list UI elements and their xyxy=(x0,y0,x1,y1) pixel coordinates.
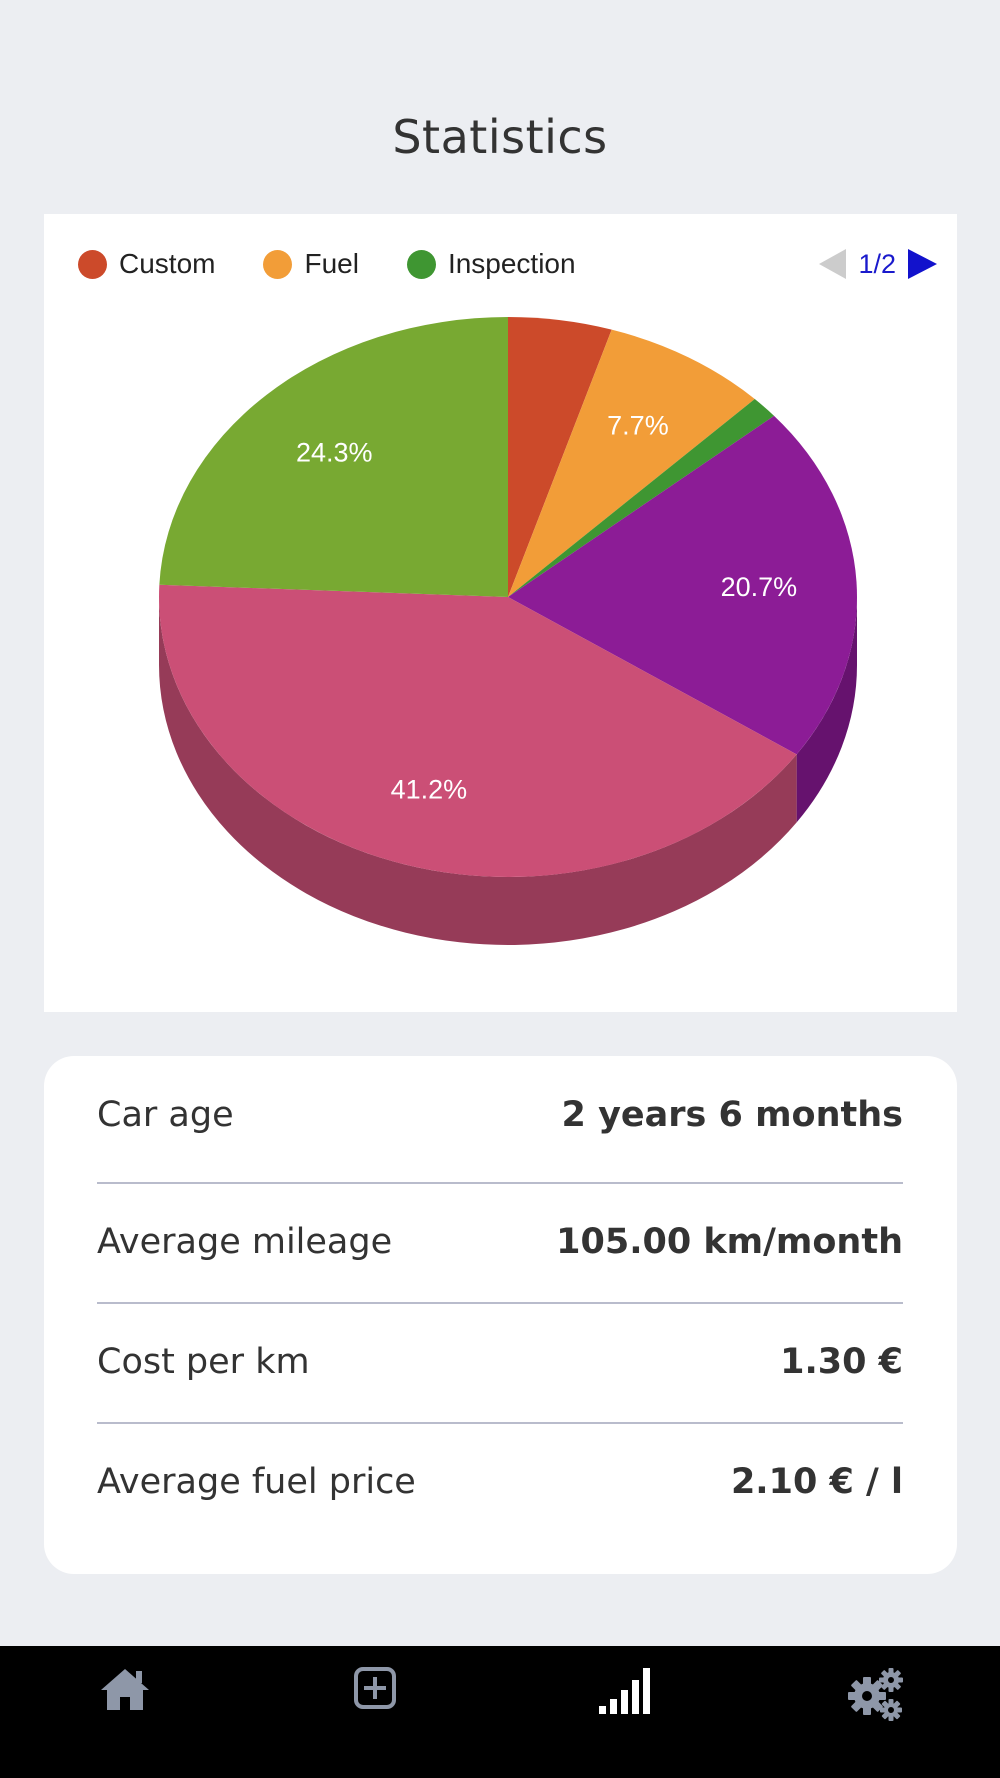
nav-home-button[interactable] xyxy=(0,1646,250,1778)
stat-value: 1.30 € xyxy=(780,1342,903,1382)
pie-slice-2[interactable] xyxy=(508,399,775,597)
add-icon xyxy=(354,1667,396,1709)
pie-slice-0[interactable] xyxy=(508,317,612,597)
nav-statistics-button[interactable] xyxy=(500,1646,750,1778)
legend-swatch-fuel xyxy=(263,249,293,279)
stat-label: Average mileage xyxy=(97,1222,393,1262)
chart-legend: Custom Fuel Inspection xyxy=(78,244,624,284)
stat-label: Car age xyxy=(97,1095,234,1135)
pie-slice-label: 20.7% xyxy=(721,572,798,602)
pie-slice-side xyxy=(796,597,858,823)
home-icon xyxy=(101,1669,149,1710)
stat-value: 2.10 € / l xyxy=(730,1462,903,1502)
stat-label: Average fuel price xyxy=(97,1462,416,1502)
divider xyxy=(97,1422,903,1424)
pie-slice-label: 7.7% xyxy=(607,410,669,440)
divider xyxy=(97,1302,903,1304)
legend-swatch-inspection xyxy=(406,249,436,279)
legend-item-fuel[interactable]: Fuel xyxy=(263,248,359,280)
previous-page-icon[interactable] xyxy=(819,249,847,279)
legend-item-inspection[interactable]: Inspection xyxy=(406,248,576,280)
next-page-icon[interactable] xyxy=(908,249,937,279)
pie-slice-4[interactable] xyxy=(158,584,797,877)
chart-card: 7.7% 20.7% 41.2% 24.3% Custom Fuel Inspecti… xyxy=(44,214,957,1012)
legend-label-inspection: Inspection xyxy=(447,248,576,279)
settings-icon xyxy=(848,1668,903,1721)
pie-slice-5[interactable] xyxy=(159,317,508,597)
stat-row-average-mileage: Average mileage 105.00 km/month xyxy=(97,1183,903,1301)
stat-row-car-age: Car age 2 years 6 months xyxy=(97,1056,903,1174)
pie-slice-3[interactable] xyxy=(508,415,857,755)
legend-label-custom: Custom xyxy=(119,248,216,279)
legend-pager: 1/2 xyxy=(819,244,937,284)
nav-settings-button[interactable] xyxy=(750,1646,1000,1778)
bottom-navigation xyxy=(0,1646,1000,1778)
stat-label: Cost per km xyxy=(97,1342,310,1382)
pie-slice-1[interactable] xyxy=(508,329,755,597)
legend-label-fuel: Fuel xyxy=(304,248,359,279)
stat-value: 2 years 6 months xyxy=(561,1095,903,1135)
page-indicator: 1/2 xyxy=(858,248,896,279)
stat-row-cost-per-km: Cost per km 1.30 € xyxy=(97,1303,903,1421)
stats-card: Car age 2 years 6 months Average mileage… xyxy=(44,1056,957,1574)
statistics-icon xyxy=(599,1668,650,1714)
pie-slice-label: 41.2% xyxy=(391,774,468,804)
page-title: Statistics xyxy=(392,110,608,164)
stat-row-average-fuel-price: Average fuel price 2.10 € / l xyxy=(97,1423,903,1541)
divider xyxy=(97,1182,903,1184)
stat-value: 105.00 km/month xyxy=(556,1222,903,1262)
pie-slice-label: 24.3% xyxy=(296,437,373,467)
nav-add-button[interactable] xyxy=(250,1646,500,1778)
pie-slice-side xyxy=(159,597,797,946)
legend-swatch-custom xyxy=(78,249,107,279)
pie-chart: 7.7% 20.7% 41.2% 24.3% xyxy=(158,317,858,946)
legend-item-custom[interactable]: Custom xyxy=(78,248,215,280)
